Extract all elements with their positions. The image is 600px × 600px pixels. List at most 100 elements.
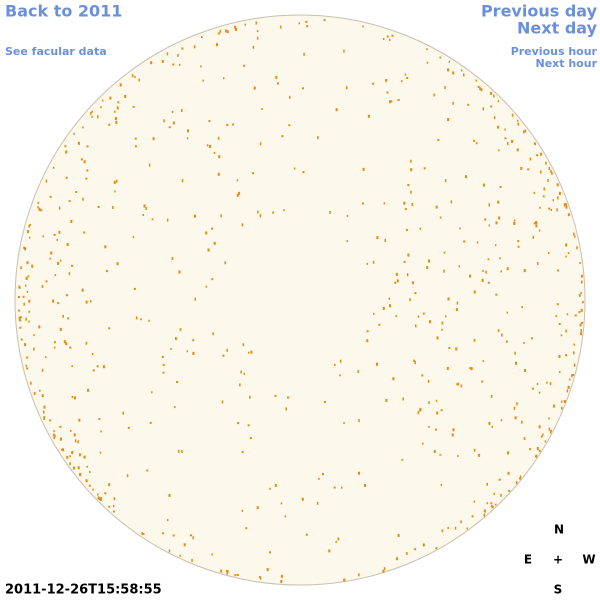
facula [255,21,257,25]
facula [475,142,478,145]
facula [500,493,502,497]
facula [211,278,214,281]
facula [252,45,255,49]
facula [556,208,558,212]
facula [67,317,70,320]
facula [201,36,203,38]
facula [192,339,195,342]
facula [550,169,552,173]
facula [27,275,29,278]
facula [447,118,450,121]
facula [18,316,21,320]
facula [252,172,254,175]
facula [19,286,21,289]
facula [82,126,84,129]
facula [376,236,379,240]
facula [458,265,461,268]
facula [384,238,386,242]
facular-data-link[interactable]: See facular data [5,45,107,58]
facula [437,139,440,141]
facula [150,61,153,65]
previous-day-link[interactable]: Previous day [481,2,598,21]
facula [91,353,94,356]
facula [579,323,582,327]
facula [323,401,326,403]
facula [92,488,94,491]
facula [53,341,56,344]
facula [148,163,151,167]
facula [200,65,202,68]
facula [475,79,478,82]
previous-hour-link[interactable]: Previous hour [511,45,598,58]
facula [558,323,561,325]
facula [135,316,138,320]
facula [65,176,68,179]
facula [367,114,370,118]
facula [452,428,455,432]
facula [116,106,119,110]
facula [535,221,538,224]
facula [151,218,154,221]
facula [552,404,555,408]
facula [24,284,27,287]
facula [109,96,112,100]
facula [491,425,493,428]
facula [382,307,385,310]
facula [269,487,271,490]
facula [419,227,421,230]
facula [19,316,22,319]
facula [181,450,183,453]
facula [417,411,419,415]
facula [524,369,527,372]
next-hour-link[interactable]: Next hour [536,57,598,70]
facula [134,76,136,79]
facula [339,359,342,363]
facula [506,267,509,271]
facula [487,281,490,284]
facula [406,552,408,555]
facula [447,527,449,529]
facula [529,157,532,161]
facula [20,266,22,270]
facula [122,411,124,415]
facula [538,425,541,429]
facula [557,196,559,200]
facula [337,537,339,541]
facula [269,551,271,554]
facula [22,295,25,298]
facula [578,293,581,296]
facula [513,406,516,410]
facula [71,264,74,267]
facula [171,110,174,113]
back-year-link[interactable]: Back to 2011 [5,2,122,21]
facula [389,100,392,104]
facula [37,201,39,204]
facula [414,292,417,295]
next-day-link[interactable]: Next day [517,19,598,38]
facula [163,119,165,123]
facula [517,122,519,126]
facula [126,474,129,478]
facula [487,258,490,261]
facula [463,240,466,243]
facula [469,274,471,278]
facula [69,462,71,466]
facula [364,484,366,487]
facula [457,382,460,386]
facula [217,172,220,176]
facula [256,36,259,40]
facula [533,222,536,225]
facula [181,179,184,183]
facula [573,343,575,346]
facula [559,371,561,374]
facula [247,424,250,427]
facula [145,207,147,210]
facula [116,262,119,266]
facula [25,364,28,367]
facula [580,291,582,294]
facula [394,281,397,284]
facula [447,297,450,301]
facula [24,343,27,347]
facula [66,455,69,459]
facula [441,328,443,331]
